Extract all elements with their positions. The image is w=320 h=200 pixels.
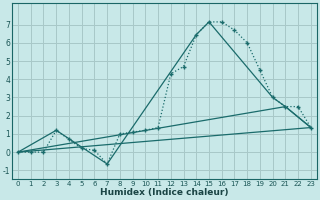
X-axis label: Humidex (Indice chaleur): Humidex (Indice chaleur) (100, 188, 229, 197)
